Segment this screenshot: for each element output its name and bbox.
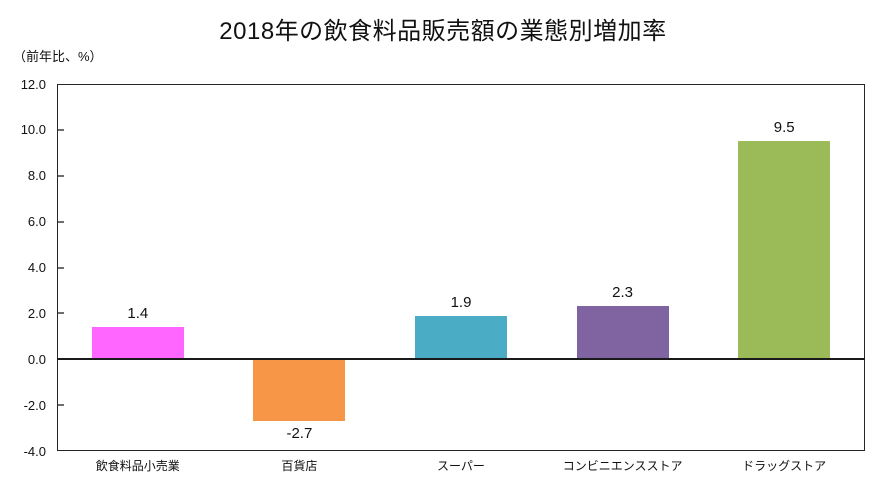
y-tick-label: 6.0 [27,214,46,230]
y-tick-mark [58,174,64,177]
bar-3 [415,315,507,360]
bar-2 [253,359,346,422]
x-category-label: 百貨店 [281,459,318,473]
bar-5 [738,141,831,360]
y-tick-label: -4.0 [23,443,46,459]
bar-value-label: 2.3 [612,284,634,302]
chart-title: 2018年の飲食料品販売額の業態別増加率 [219,18,667,45]
y-tick-label: -2.0 [23,397,46,413]
y-tick-mark [58,128,64,131]
y-tick-mark [58,220,64,223]
y-tick-mark [58,266,64,269]
y-tick-mark [58,312,64,315]
bar-value-label: 1.4 [127,305,149,323]
y-axis-unit-label: （前年比、%） [13,49,103,64]
bar-1 [91,327,184,360]
y-tick-label: 2.0 [27,305,46,321]
zero-baseline [57,358,865,361]
x-category-label: ドラッグストア [742,459,827,473]
y-tick-mark [58,404,64,407]
bar-value-label: 1.9 [450,293,472,311]
bar-value-label: 9.5 [773,119,795,137]
y-tick-label: 0.0 [27,351,46,367]
y-tick-label: 10.0 [20,122,46,138]
x-category-label: コンビニエンスストア [562,459,683,473]
bar-value-label: -2.7 [286,425,313,443]
y-tick-label: 12.0 [20,76,46,92]
y-tick-label: 4.0 [27,260,46,275]
bar-4 [576,306,669,360]
x-category-label: スーパー [437,459,485,473]
x-category-label: 飲食料品小売業 [95,459,180,473]
y-tick-label: 8.0 [27,168,46,184]
plot-area [57,84,865,451]
